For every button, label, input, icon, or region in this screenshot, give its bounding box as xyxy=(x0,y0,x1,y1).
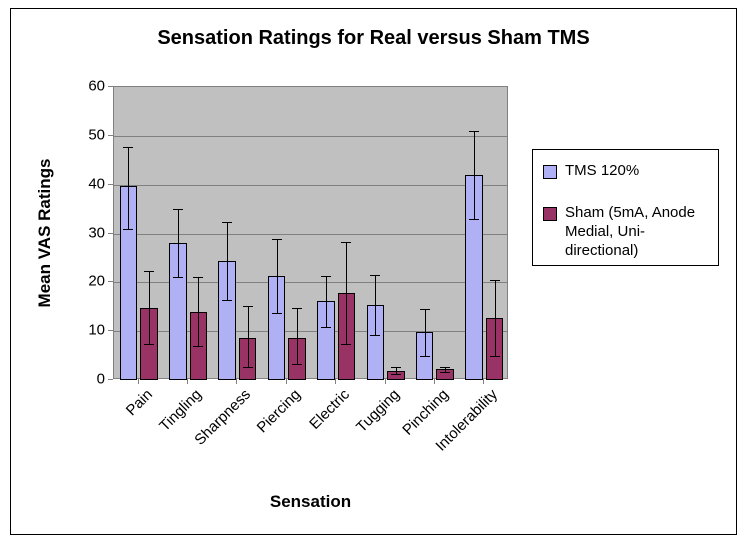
error-bar xyxy=(495,280,496,355)
x-tick-mark xyxy=(138,379,139,384)
error-bar xyxy=(178,209,179,277)
error-cap-bottom xyxy=(391,374,401,375)
gridline xyxy=(114,185,507,186)
error-cap-bottom xyxy=(173,277,183,278)
error-cap-bottom xyxy=(341,344,351,345)
error-cap-top xyxy=(144,271,154,272)
y-tick-label: 60 xyxy=(73,78,105,95)
error-cap-bottom xyxy=(222,300,232,301)
error-cap-top xyxy=(173,209,183,210)
error-bar xyxy=(248,306,249,367)
x-tick-mark xyxy=(286,379,287,384)
y-tick-label: 50 xyxy=(73,126,105,143)
y-tick-mark xyxy=(108,330,113,331)
x-tick-label: Tugging xyxy=(353,386,403,436)
error-cap-bottom xyxy=(243,367,253,368)
error-cap-bottom xyxy=(469,219,479,220)
error-cap-top xyxy=(272,239,282,240)
legend-item: Sham (5mA, Anode Medial, Uni-directional… xyxy=(543,204,710,260)
error-cap-bottom xyxy=(123,229,133,230)
error-cap-bottom xyxy=(440,372,450,373)
error-cap-top xyxy=(391,367,401,368)
error-bar xyxy=(277,239,278,312)
x-tick-label: Piercing xyxy=(253,386,303,436)
x-tick-mark xyxy=(236,379,237,384)
error-bar xyxy=(198,277,199,345)
error-bar xyxy=(326,276,327,327)
error-bar xyxy=(128,147,129,229)
legend-swatch xyxy=(543,165,557,179)
error-cap-bottom xyxy=(321,327,331,328)
error-cap-top xyxy=(123,147,133,148)
error-bar xyxy=(474,131,475,219)
error-cap-top xyxy=(222,222,232,223)
legend-swatch xyxy=(543,207,557,221)
error-cap-top xyxy=(321,276,331,277)
gridline xyxy=(114,136,507,137)
error-cap-top xyxy=(292,308,302,309)
legend-label: Sham (5mA, Anode Medial, Uni-directional… xyxy=(565,204,710,260)
x-axis-title: Sensation xyxy=(270,492,351,512)
x-tick-label: Pain xyxy=(122,386,155,419)
error-cap-bottom xyxy=(420,356,430,357)
error-cap-top xyxy=(469,131,479,132)
error-cap-top xyxy=(193,277,203,278)
y-tick-mark xyxy=(108,379,113,380)
y-tick-label: 0 xyxy=(73,371,105,388)
y-tick-label: 30 xyxy=(73,224,105,241)
y-tick-mark xyxy=(108,135,113,136)
x-tick-label: Electric xyxy=(306,386,353,433)
x-tick-label: Tingling xyxy=(156,386,205,435)
error-bar xyxy=(425,309,426,356)
error-cap-top xyxy=(243,306,253,307)
error-cap-bottom xyxy=(370,335,380,336)
error-cap-top xyxy=(341,242,351,243)
error-cap-top xyxy=(440,367,450,368)
legend-box: TMS 120% Sham (5mA, Anode Medial, Uni-dir… xyxy=(532,149,719,266)
chart-title: Sensation Ratings for Real versus Sham T… xyxy=(11,27,736,50)
error-cap-bottom xyxy=(292,364,302,365)
error-cap-bottom xyxy=(193,346,203,347)
y-tick-mark xyxy=(108,233,113,234)
x-tick-mark xyxy=(187,379,188,384)
error-cap-bottom xyxy=(144,344,154,345)
error-cap-bottom xyxy=(272,313,282,314)
error-cap-top xyxy=(420,309,430,310)
legend-item: TMS 120% xyxy=(543,162,710,181)
y-axis-title: Mean VAS Ratings xyxy=(35,158,55,307)
y-tick-label: 20 xyxy=(73,273,105,290)
error-bar xyxy=(346,242,347,344)
chart-container: Sensation Ratings for Real versus Sham T… xyxy=(10,8,737,535)
x-tick-mark xyxy=(483,379,484,384)
y-tick-label: 40 xyxy=(73,175,105,192)
error-bar xyxy=(297,308,298,364)
error-cap-top xyxy=(370,275,380,276)
error-cap-top xyxy=(490,280,500,281)
error-bar xyxy=(149,271,150,344)
error-bar xyxy=(227,222,228,300)
y-tick-mark xyxy=(108,86,113,87)
error-cap-bottom xyxy=(490,356,500,357)
plot-area xyxy=(113,86,508,379)
legend-label: TMS 120% xyxy=(565,162,639,181)
error-bar xyxy=(375,275,376,335)
x-tick-mark xyxy=(434,379,435,384)
x-tick-mark xyxy=(385,379,386,384)
gridline xyxy=(114,234,507,235)
y-tick-mark xyxy=(108,281,113,282)
y-tick-mark xyxy=(108,184,113,185)
error-bar xyxy=(396,367,397,374)
y-tick-label: 10 xyxy=(73,322,105,339)
x-tick-mark xyxy=(335,379,336,384)
